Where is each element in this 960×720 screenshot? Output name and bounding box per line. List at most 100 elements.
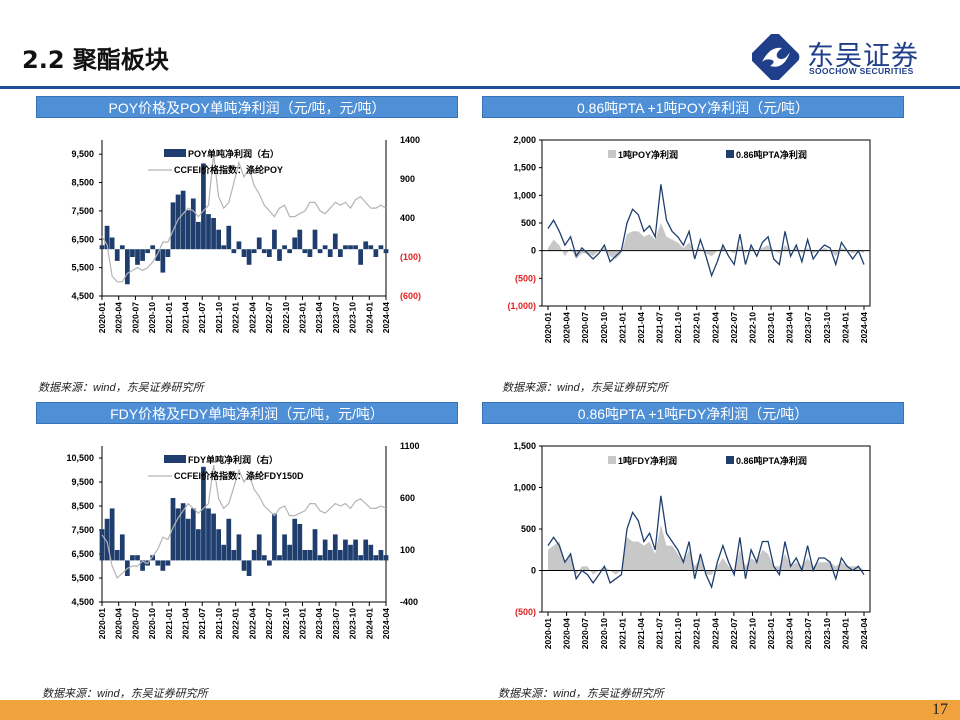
right-tick-label: (100) [400, 252, 421, 262]
fdy-profit-bar [180, 503, 186, 561]
left-tick-label: 8,500 [71, 178, 94, 188]
poy-profit-bar [145, 249, 151, 254]
fdy-profit-bar [378, 550, 384, 561]
y-tick-label: (500) [515, 273, 536, 283]
legend-bar-swatch [164, 455, 186, 463]
fdy-price-line [101, 465, 387, 580]
poy-profit-bar [155, 249, 161, 261]
logo-text-en: SOOCHOW SECURITIES [809, 66, 914, 76]
plot-frame [541, 139, 871, 307]
x-tick-label: 2021-01 [617, 618, 627, 649]
x-tick-label: 2022-07 [729, 618, 739, 649]
x-tick-label: 2021-01 [164, 608, 174, 639]
x-tick-label: 2023-10 [822, 312, 832, 343]
x-tick-label: 2021-07 [655, 618, 665, 649]
x-tick-label: 2024-01 [364, 302, 374, 333]
legend-line-label: CCFEI价格指数：涤纶FDY150D [174, 470, 304, 481]
legend-area-label: 1吨POY净利润 [618, 149, 678, 160]
x-tick-label: 2020-04 [114, 608, 124, 639]
footer-bar [0, 700, 960, 720]
fdy-profit-bar [170, 498, 176, 561]
right-tick-label: 100 [400, 545, 415, 555]
fdy-profit-bar [135, 555, 140, 561]
fdy-price-profit-chart: 10,500 9,500 8,500 7,500 6,500 5,500 4,500 1100… [66, 441, 420, 639]
fdy-profit-bar [109, 508, 115, 561]
x-tick-label: 2023-04 [314, 302, 324, 333]
left-tick-label: 5,500 [71, 263, 94, 273]
poy-profit-bar [99, 245, 105, 250]
x-tick-label: 2021-04 [181, 608, 191, 639]
poy-profit-bar [170, 202, 176, 250]
y-tick-label: (500) [515, 607, 536, 617]
legend-area-swatch [608, 150, 616, 158]
right-tick-label: 1100 [400, 441, 420, 451]
poy-profit-bar [109, 237, 115, 250]
x-tick-label: 2023-07 [803, 618, 813, 649]
x-tick-label: 2024-04 [859, 618, 869, 649]
legend-area-swatch [608, 456, 616, 464]
fdy-profit-bar [358, 555, 364, 561]
fdy-area [548, 524, 864, 575]
x-tick-label: 2023-07 [803, 312, 813, 343]
x-tick-label: 2023-07 [331, 608, 341, 639]
poy-profit-bar [206, 214, 211, 250]
fdy-profit-bar [282, 534, 287, 561]
y-tick-label: 1,000 [513, 190, 536, 200]
poy-profit-bar [373, 249, 379, 257]
poy-profit-bar [353, 245, 358, 250]
poy-profit-bar [150, 245, 156, 250]
poy-profit-bar [140, 249, 145, 261]
fdy-profit-bar [251, 550, 257, 561]
x-tick-label: 2023-01 [766, 312, 776, 343]
poy-profit-bar [190, 198, 196, 250]
x-tick-label: 2021-10 [673, 618, 683, 649]
x-tick-label: 2022-01 [692, 312, 702, 343]
poy-profit-bar [317, 249, 323, 254]
x-tick-label: 2020-10 [147, 302, 157, 333]
fdy-profit-bar [373, 555, 379, 561]
chart3-source: 数据来源：wind，东吴证券研究所 [42, 688, 208, 700]
fdy-profit-bar [185, 518, 191, 561]
x-tick-label: 2022-10 [281, 608, 291, 639]
poy-profit-bar [282, 245, 287, 250]
poy-profit-bar [256, 237, 262, 250]
header-divider [0, 86, 960, 89]
fdy-profit-bar [231, 550, 237, 561]
plot-frame [541, 445, 871, 613]
poy-profit-bar [104, 225, 110, 250]
fdy-profit-bar [99, 529, 105, 561]
chart3-banner: FDY价格及FDY单吨净利润（元/吨，元/吨） [36, 402, 458, 424]
poy-profit-bar [241, 249, 247, 257]
fdy-profit-bar [246, 560, 252, 576]
poy-profit-bar [307, 249, 313, 257]
fdy-profit-bar [297, 524, 303, 561]
fdy-pta-line [547, 495, 865, 590]
poy-profit-bar [119, 245, 125, 250]
fdy-profit-bar [104, 518, 110, 561]
fdy-profit-bar [140, 560, 145, 571]
fdy-profit-bar [114, 550, 120, 561]
x-tick-label: 2021-07 [655, 312, 665, 343]
x-tick-label: 2022-01 [231, 608, 241, 639]
fdy-profit-bar [317, 555, 323, 561]
pta-fdy-profit-chart: 1,500 1,000 500 0 (500) 1吨FDY净利润 0.86吨PTA净利润 20… [513, 441, 871, 649]
legend-line-label: 0.86吨PTA净利润 [736, 149, 807, 160]
page-number: 17 [932, 701, 948, 718]
right-tick-label: 600 [400, 493, 415, 503]
poy-profit-bar [216, 229, 222, 250]
left-tick-label: 10,500 [66, 453, 94, 463]
x-tick-label: 2024-01 [840, 618, 850, 649]
x-tick-label: 2024-01 [364, 608, 374, 639]
poy-area [548, 223, 864, 259]
poy-pta-line [547, 184, 865, 278]
chart4-source: 数据来源：wind，东吴证券研究所 [498, 688, 664, 700]
poy-profit-bar [343, 245, 348, 250]
poy-profit-bar [337, 249, 343, 257]
poy-profit-bar [236, 241, 242, 250]
x-tick-label: 2022-01 [692, 618, 702, 649]
legend-bar-swatch [164, 149, 186, 157]
poy-profit-bar [251, 249, 257, 254]
poy-profit-bar [327, 249, 333, 257]
right-tick-label: -400 [400, 597, 418, 607]
poy-profit-bar [226, 225, 232, 250]
